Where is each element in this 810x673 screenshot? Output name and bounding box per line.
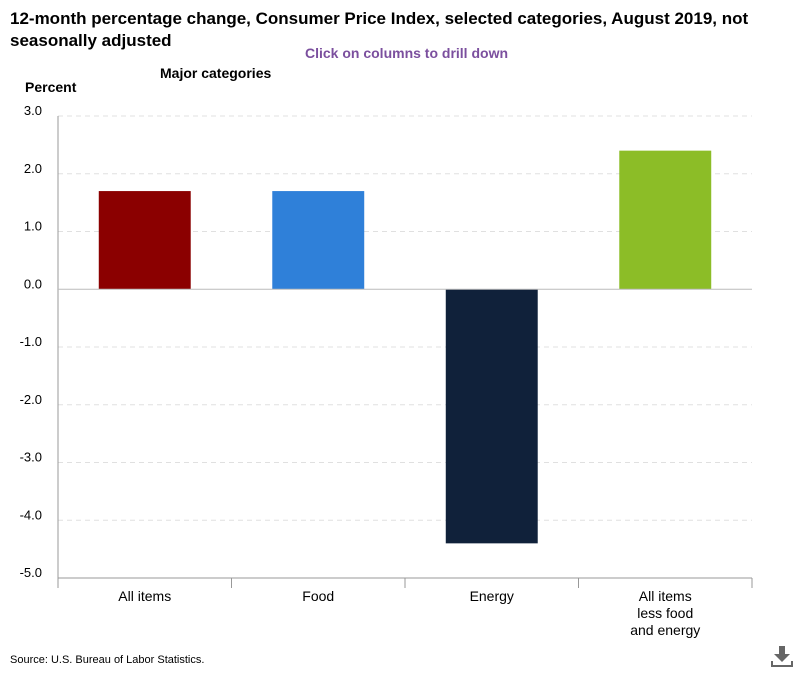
bar-all-items-less-food-and-energy[interactable] [619, 150, 712, 290]
x-tick-label: Energy [470, 588, 514, 604]
axis-labels: 3.0 2.0 1.0 0.0 -1.0 -2.0 -3.0 -4.0 -5.0 All item… [20, 103, 701, 638]
axes [57, 116, 753, 588]
y-tick-label: -5.0 [20, 565, 42, 580]
source-note: Source: U.S. Bureau of Labor Statistics. [10, 654, 205, 666]
bar-energy[interactable] [445, 289, 538, 544]
y-tick-label: 1.0 [24, 219, 42, 234]
y-tick-label: -1.0 [20, 334, 42, 349]
bar-all-items[interactable] [98, 191, 191, 290]
x-tick-label: All items less food and energy [630, 588, 700, 638]
download-icon[interactable] [770, 644, 794, 668]
x-tick-label: Food [302, 588, 334, 604]
bar-food[interactable] [272, 191, 365, 290]
y-tick-label: 0.0 [24, 276, 42, 291]
chart-title: 12-month percentage change, Consumer Pri… [10, 9, 749, 50]
y-tick-label: -4.0 [20, 507, 42, 522]
x-tick-label: All items [118, 588, 171, 604]
y-tick-label: -2.0 [20, 392, 42, 407]
chart-subtitle: Major categories [160, 65, 272, 81]
y-tick-label: -3.0 [20, 450, 42, 465]
y-tick-label: 3.0 [24, 103, 42, 118]
y-tick-label: 2.0 [24, 161, 42, 176]
bar-chart: 3.0 2.0 1.0 0.0 -1.0 -2.0 -3.0 -4.0 -5.0 All item… [20, 103, 753, 638]
y-axis-title: Percent [25, 79, 77, 95]
drill-down-hint: Click on columns to drill down [305, 45, 509, 61]
bars [98, 150, 712, 544]
